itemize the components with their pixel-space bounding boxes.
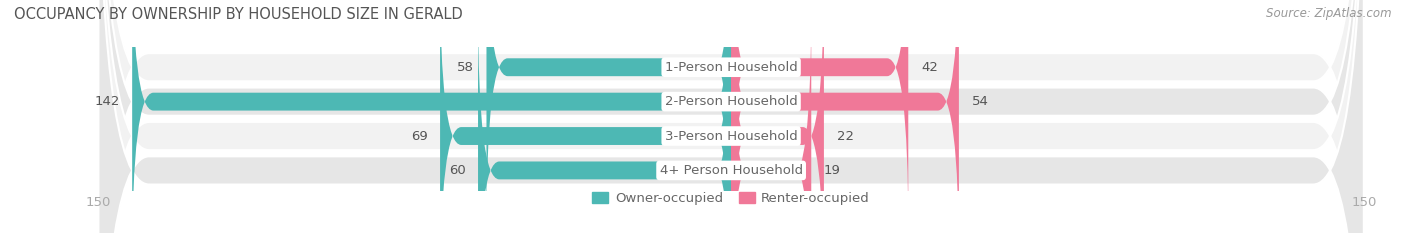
Text: 19: 19	[824, 164, 841, 177]
Text: 2-Person Household: 2-Person Household	[665, 95, 797, 108]
FancyBboxPatch shape	[98, 0, 1364, 233]
Text: 58: 58	[457, 61, 474, 74]
FancyBboxPatch shape	[486, 0, 731, 230]
FancyBboxPatch shape	[731, 0, 959, 233]
FancyBboxPatch shape	[98, 0, 1364, 233]
FancyBboxPatch shape	[478, 7, 731, 233]
Text: 60: 60	[449, 164, 465, 177]
Text: 22: 22	[837, 130, 853, 143]
Legend: Owner-occupied, Renter-occupied: Owner-occupied, Renter-occupied	[588, 187, 875, 210]
FancyBboxPatch shape	[731, 0, 824, 233]
Text: OCCUPANCY BY OWNERSHIP BY HOUSEHOLD SIZE IN GERALD: OCCUPANCY BY OWNERSHIP BY HOUSEHOLD SIZE…	[14, 7, 463, 22]
Text: 42: 42	[921, 61, 938, 74]
Text: 142: 142	[94, 95, 120, 108]
FancyBboxPatch shape	[132, 0, 731, 233]
Text: 3-Person Household: 3-Person Household	[665, 130, 797, 143]
Text: 54: 54	[972, 95, 988, 108]
FancyBboxPatch shape	[98, 0, 1364, 233]
Text: Source: ZipAtlas.com: Source: ZipAtlas.com	[1267, 7, 1392, 20]
FancyBboxPatch shape	[98, 0, 1364, 233]
FancyBboxPatch shape	[440, 0, 731, 233]
FancyBboxPatch shape	[731, 0, 908, 230]
Text: 69: 69	[411, 130, 427, 143]
Text: 1-Person Household: 1-Person Household	[665, 61, 797, 74]
Text: 4+ Person Household: 4+ Person Household	[659, 164, 803, 177]
FancyBboxPatch shape	[731, 7, 811, 233]
